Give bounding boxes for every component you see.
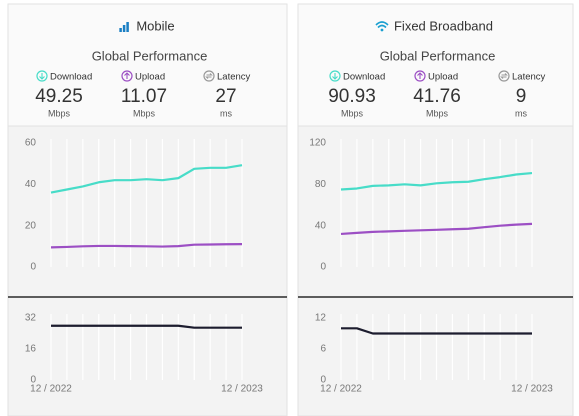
series-line [50, 243, 243, 249]
stat-value: 49.25 [35, 86, 83, 107]
stat-icon [417, 72, 423, 79]
signal-icon [119, 28, 122, 32]
stat-label: Latency [512, 72, 546, 83]
x-tick-label: 12 / 2022 [30, 384, 72, 395]
stat-label: Latency [217, 72, 251, 83]
panel-title: Fixed Broadband [394, 18, 493, 33]
stat-value: 90.93 [328, 86, 376, 107]
panel: Fixed Broadband Global Performance Downloa… [297, 3, 574, 416]
x-tick-label: 12 / 2023 [221, 384, 263, 395]
y-tick-label: 40 [315, 220, 327, 231]
signal-icon [122, 25, 126, 32]
y-tick-label: 16 [25, 344, 37, 355]
x-tick-label: 12 / 2023 [511, 384, 553, 395]
wifi-icon [380, 28, 384, 32]
series-line [340, 171, 533, 191]
stat-icon [205, 73, 213, 79]
y-tick-label: 0 [30, 262, 36, 273]
stat-icon [124, 72, 130, 79]
y-tick-label: 0 [320, 375, 326, 386]
stat-icon [121, 70, 133, 82]
stat-unit: Mbps [133, 108, 156, 118]
stat-value: 27 [215, 86, 236, 107]
y-tick-label: 6 [320, 344, 326, 355]
y-tick-label: 120 [309, 138, 326, 149]
panel-header-bg [297, 3, 574, 127]
stat-icon [36, 70, 48, 82]
stat-label: Upload [135, 72, 165, 83]
stat-unit: Mbps [48, 108, 71, 118]
stat-value: 41.76 [413, 86, 461, 107]
stat-icon [332, 73, 338, 80]
panel-header-bg [7, 3, 288, 127]
stat-icon [329, 70, 341, 82]
x-tick-label: 12 / 2022 [320, 384, 362, 395]
y-tick-label: 20 [25, 220, 37, 231]
y-tick-label: 0 [320, 262, 326, 273]
panel-subtitle: Global Performance [380, 48, 496, 63]
series-line [341, 327, 532, 335]
stat-label: Upload [428, 72, 458, 83]
panel-title: Mobile [136, 18, 174, 33]
series-line [51, 324, 242, 329]
stat-icon [414, 70, 426, 82]
signal-icon [126, 22, 129, 32]
stat-unit: ms [220, 108, 232, 118]
y-tick-label: 40 [25, 179, 37, 190]
stat-label: Download [50, 72, 92, 83]
y-tick-label: 12 [315, 313, 327, 324]
y-tick-label: 0 [30, 375, 36, 386]
y-tick-label: 60 [25, 138, 37, 149]
stat-unit: Mbps [341, 108, 364, 118]
stat-icon [203, 70, 215, 82]
stat-unit: Mbps [426, 108, 449, 118]
wifi-icon [375, 21, 389, 29]
y-tick-label: 32 [25, 313, 37, 324]
series-line [340, 222, 533, 236]
panel-subtitle: Global Performance [92, 48, 208, 63]
stat-value: 9 [516, 86, 527, 107]
stat-icon [39, 73, 45, 80]
y-tick-label: 80 [315, 179, 327, 190]
stat-unit: ms [515, 108, 527, 118]
stat-label: Download [343, 72, 385, 83]
series-line [50, 164, 243, 194]
stat-icon [500, 73, 508, 79]
stat-icon [498, 70, 510, 82]
panel-chart-bg [7, 125, 288, 416]
stat-value: 11.07 [121, 86, 167, 107]
